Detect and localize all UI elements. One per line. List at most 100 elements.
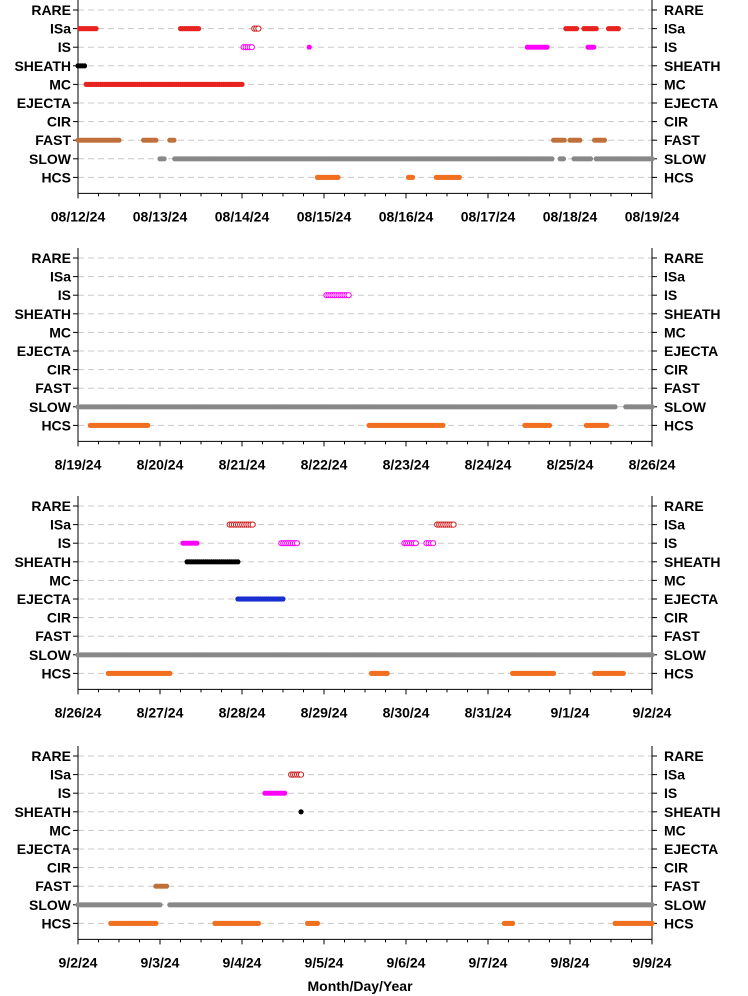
category-label-left: SHEATH	[14, 804, 71, 820]
category-label-left: CIR	[47, 610, 71, 626]
data-point-fast	[601, 137, 608, 143]
xtick-label: 9/2/24	[59, 954, 98, 970]
xtick-label: 08/19/24	[625, 208, 680, 224]
data-point-slow	[157, 902, 163, 908]
data-point-sheath	[235, 559, 241, 565]
data-point-hcs	[167, 670, 173, 677]
data-point-hcs	[456, 174, 462, 180]
data-point-isa	[195, 26, 202, 32]
xtick-label: 8/22/24	[301, 456, 348, 472]
data-point-isa	[297, 771, 305, 778]
data-point-fast	[561, 137, 567, 143]
data-point-sheath	[298, 809, 304, 815]
category-label-right: ISa	[664, 269, 685, 285]
category-label-right: MC	[664, 324, 686, 340]
category-label-left: SHEATH	[14, 306, 71, 322]
category-label-right: RARE	[664, 498, 704, 514]
xtick-label: 08/14/24	[215, 208, 270, 224]
data-point-is	[591, 44, 597, 50]
category-label-right: IS	[664, 39, 677, 55]
category-label-left: FAST	[35, 380, 71, 396]
category-label-right: ISa	[664, 21, 685, 37]
data-point-hcs	[649, 920, 655, 927]
category-label-left: SLOW	[29, 399, 72, 415]
category-label-left: RARE	[31, 498, 71, 514]
xtick-label: 8/30/24	[383, 704, 430, 720]
xtick-label: 9/8/24	[551, 954, 590, 970]
category-label-right: SLOW	[664, 151, 707, 167]
data-point-slow	[649, 156, 655, 162]
data-point-hcs	[409, 174, 416, 180]
xtick-label: 9/2/24	[633, 704, 672, 720]
xtick-label: 9/3/24	[141, 954, 180, 970]
category-label-left: IS	[58, 39, 71, 55]
category-label-left: FAST	[35, 878, 71, 894]
xtick-label: 8/26/24	[55, 704, 102, 720]
data-point-is	[345, 292, 352, 299]
category-label-left: SHEATH	[14, 554, 71, 570]
category-label-left: ISa	[50, 767, 71, 783]
category-label-left: EJECTA	[17, 95, 71, 111]
xtick-label: 08/13/24	[133, 208, 188, 224]
category-label-left: CIR	[47, 860, 71, 876]
xtick-label: 8/23/24	[383, 456, 430, 472]
category-label-left: HCS	[41, 169, 71, 185]
data-point-ejecta	[280, 596, 286, 602]
xtick-label: 9/6/24	[387, 954, 426, 970]
xtick-label: 8/26/24	[629, 456, 676, 472]
category-label-left: MC	[49, 324, 71, 340]
category-label-right: SLOW	[664, 647, 707, 663]
data-point-is	[429, 540, 437, 547]
data-point-hcs	[145, 422, 151, 428]
category-label-left: EJECTA	[17, 841, 71, 857]
category-label-right: SHEATH	[664, 554, 721, 570]
data-point-slow	[649, 404, 655, 410]
xtick-label: 8/21/24	[219, 456, 266, 472]
category-label-right: IS	[664, 785, 677, 801]
category-label-right: MC	[664, 572, 686, 588]
data-point-hcs	[335, 174, 341, 180]
category-label-left: SLOW	[29, 897, 72, 913]
category-label-right: EJECTA	[664, 343, 718, 359]
data-point-hcs	[314, 920, 321, 927]
data-point-is	[412, 540, 419, 547]
category-label-right: SHEATH	[664, 58, 721, 74]
data-point-hcs	[509, 920, 516, 927]
data-point-slow	[549, 156, 555, 162]
category-label-right: HCS	[664, 915, 694, 931]
data-point-is	[248, 44, 255, 51]
category-label-left: HCS	[41, 915, 71, 931]
category-label-right: CIR	[664, 114, 688, 130]
category-label-left: MC	[49, 822, 71, 838]
category-label-left: SLOW	[29, 647, 72, 663]
data-point-slow	[587, 156, 594, 162]
xtick-label: 08/18/24	[543, 208, 598, 224]
xtick-label: 8/19/24	[55, 456, 102, 472]
xtick-label: 9/9/24	[633, 954, 672, 970]
data-point-hcs	[620, 670, 626, 677]
data-point-is	[194, 540, 200, 546]
data-point-isa	[93, 26, 99, 32]
data-point-slow	[649, 652, 655, 658]
category-label-left: EJECTA	[17, 591, 71, 607]
category-label-left: ISa	[50, 21, 71, 37]
category-label-left: IS	[58, 535, 71, 551]
category-label-right: CIR	[664, 362, 688, 378]
category-label-right: EJECTA	[664, 841, 718, 857]
category-label-right: SLOW	[664, 897, 707, 913]
data-point-is	[293, 540, 301, 547]
xtick-label: 9/5/24	[305, 954, 344, 970]
category-label-right: FAST	[664, 132, 700, 148]
category-label-left: FAST	[35, 628, 71, 644]
data-point-fast	[163, 883, 170, 889]
data-point-hcs	[440, 422, 446, 428]
category-label-left: FAST	[35, 132, 71, 148]
category-label-left: ISa	[50, 269, 71, 285]
category-label-left: HCS	[41, 665, 71, 681]
category-label-left: HCS	[41, 417, 71, 433]
data-point-fast	[171, 137, 177, 143]
category-label-right: MC	[664, 76, 686, 92]
category-label-left: IS	[58, 287, 71, 303]
category-label-left: IS	[58, 785, 71, 801]
data-point-isa	[615, 26, 621, 32]
